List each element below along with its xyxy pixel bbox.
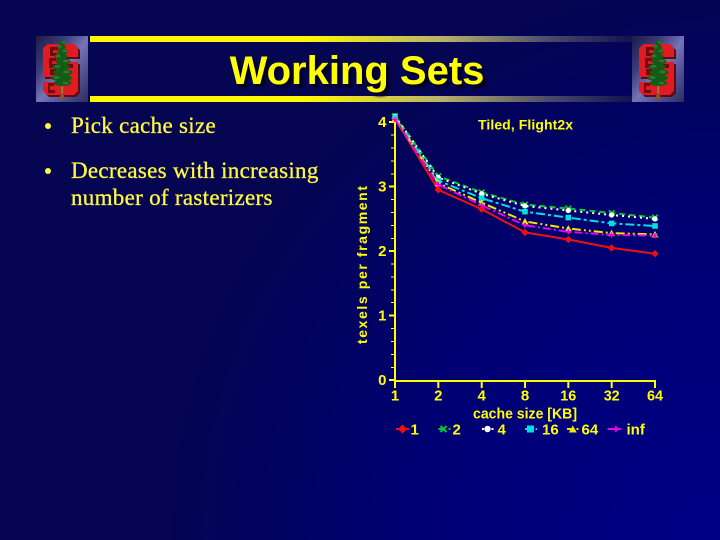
svg-text:texels per fragment: texels per fragment [354, 186, 370, 344]
svg-text:4: 4 [478, 388, 487, 405]
svg-text:64: 64 [647, 388, 664, 405]
svg-text:3: 3 [378, 179, 386, 196]
svg-text:0: 0 [378, 372, 386, 389]
svg-text:1: 1 [378, 308, 386, 325]
svg-text:cache size [KB]: cache size [KB] [473, 406, 577, 423]
svg-text:1: 1 [411, 422, 419, 439]
svg-text:4: 4 [498, 422, 507, 439]
svg-text:1: 1 [391, 388, 399, 405]
svg-text:8: 8 [521, 388, 529, 405]
svg-text:4: 4 [378, 114, 387, 131]
svg-text:16: 16 [542, 422, 559, 439]
svg-text:2: 2 [453, 422, 461, 439]
svg-text:Tiled, Flight2x: Tiled, Flight2x [478, 117, 573, 133]
svg-text:16: 16 [560, 388, 576, 405]
svg-text:2: 2 [434, 388, 442, 405]
svg-text:2: 2 [378, 243, 386, 260]
svg-text:64: 64 [582, 422, 599, 439]
svg-text:inf: inf [627, 422, 646, 439]
svg-text:32: 32 [604, 388, 620, 405]
